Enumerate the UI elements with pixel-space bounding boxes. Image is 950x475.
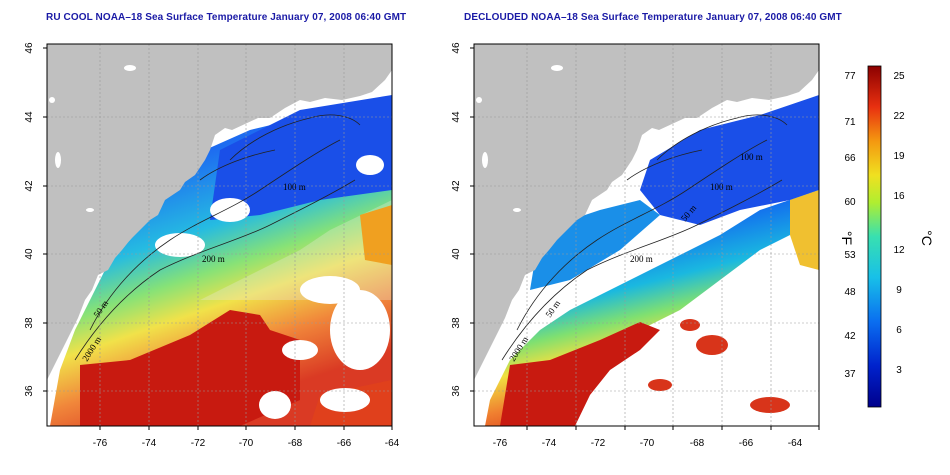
left-lat-tick: 44 [24,111,35,123]
left-lat-labels: 36 38 40 42 44 46 [24,42,35,397]
right-lat-tick: 46 [451,42,462,54]
colorbar-f-tick: 42 [844,331,856,342]
colorbar-gradient [867,65,882,408]
left-inland-lakes [49,65,136,212]
left-lon-tick: -66 [337,438,352,449]
right-lat-tick: 42 [451,180,462,192]
left-cold-shelf-water [210,95,392,220]
right-gulf-stream [500,322,660,426]
colorbar-f-ticks: 77 71 66 60 53 48 42 37 [844,71,856,380]
right-land-mass [474,44,819,380]
right-lat-tick: 36 [451,385,462,397]
colorbar-c-tick: 6 [896,325,902,336]
left-map-frame [46,43,393,427]
colorbar-f-tick: 60 [844,197,856,208]
left-lat-tick: 40 [24,248,35,260]
colorbar-celsius-label: °C [919,230,935,246]
right-lat-labels: 36 38 40 42 44 46 [451,42,462,397]
colorbar-c-tick: 3 [896,365,902,376]
left-land-mass [47,44,392,380]
left-map: 100 m 200 m 50 m 2000 m -76 -74 -72 -70 … [24,42,400,449]
left-gulf-stream [80,310,300,426]
right-warm-eddies [648,319,790,413]
colorbar-fahrenheit-label: °F [839,231,855,245]
right-lat-tick: 40 [451,248,462,260]
left-bathymetry-contours [74,114,361,361]
right-cold-shelf-water [640,95,819,225]
right-contour-label-200m: 200 m [630,254,653,264]
right-lat-tick: 38 [451,317,462,329]
right-inland-lakes [476,65,563,212]
left-lon-tick: -70 [239,438,254,449]
left-lat-tick: 38 [24,317,35,329]
colorbar-c-tick: 19 [893,151,905,162]
right-map: 100 m 100 m 50 m 200 m 50 m 2000 m -76 -… [451,42,820,449]
colorbar-c-tick: 25 [893,71,905,82]
right-lat-tick: 44 [451,111,462,123]
right-contour-label-100m-b: 100 m [710,182,733,192]
colorbar: 77 71 66 60 53 48 42 37 25 22 19 16 12 9… [839,65,935,408]
right-tick-marks [470,47,820,430]
left-tick-marks [43,47,393,430]
left-lon-tick: -72 [191,438,206,449]
left-lon-tick: -64 [385,438,400,449]
right-bathymetry-contours [501,114,788,361]
left-grid [47,44,392,426]
left-lat-tick: 36 [24,385,35,397]
right-lon-tick: -76 [493,438,508,449]
colorbar-f-tick: 66 [844,153,856,164]
left-lat-tick: 46 [24,42,35,54]
left-contour-label-200m: 200 m [202,254,225,264]
colorbar-c-tick: 12 [893,245,905,256]
right-map-title: DECLOUDED NOAA–18 Sea Surface Temperatur… [464,12,842,23]
right-lon-tick: -66 [739,438,754,449]
left-map-title: RU COOL NOAA–18 Sea Surface Temperature … [46,12,407,23]
colorbar-f-tick: 48 [844,287,856,298]
left-contour-label-100m: 100 m [283,182,306,192]
colorbar-c-tick: 16 [893,191,905,202]
right-grid [474,44,819,426]
right-lon-tick: -72 [591,438,606,449]
right-map-frame [473,43,820,427]
right-contour-label-100m: 100 m [740,152,763,162]
right-warm-patch [790,190,819,270]
right-lon-tick: -64 [788,438,803,449]
left-cloud-mask [155,155,390,419]
colorbar-f-tick: 37 [844,369,856,380]
left-lat-tick: 42 [24,180,35,192]
left-lon-tick: -76 [93,438,108,449]
colorbar-c-tick: 9 [896,285,902,296]
right-lon-labels: -76 -74 -72 -70 -68 -66 -64 [493,438,803,449]
left-lon-tick: -68 [288,438,303,449]
colorbar-f-tick: 71 [844,117,856,128]
left-lon-tick: -74 [142,438,157,449]
colorbar-f-tick: 53 [844,250,856,261]
right-lon-tick: -68 [690,438,705,449]
left-warm-patch [360,205,392,265]
right-lon-tick: -74 [542,438,557,449]
colorbar-f-tick: 77 [844,71,856,82]
colorbar-c-tick: 22 [893,111,905,122]
colorbar-c-ticks: 25 22 19 16 12 9 6 3 [893,71,905,376]
left-lon-labels: -76 -74 -72 -70 -68 -66 -64 [93,438,400,449]
right-lon-tick: -70 [640,438,655,449]
